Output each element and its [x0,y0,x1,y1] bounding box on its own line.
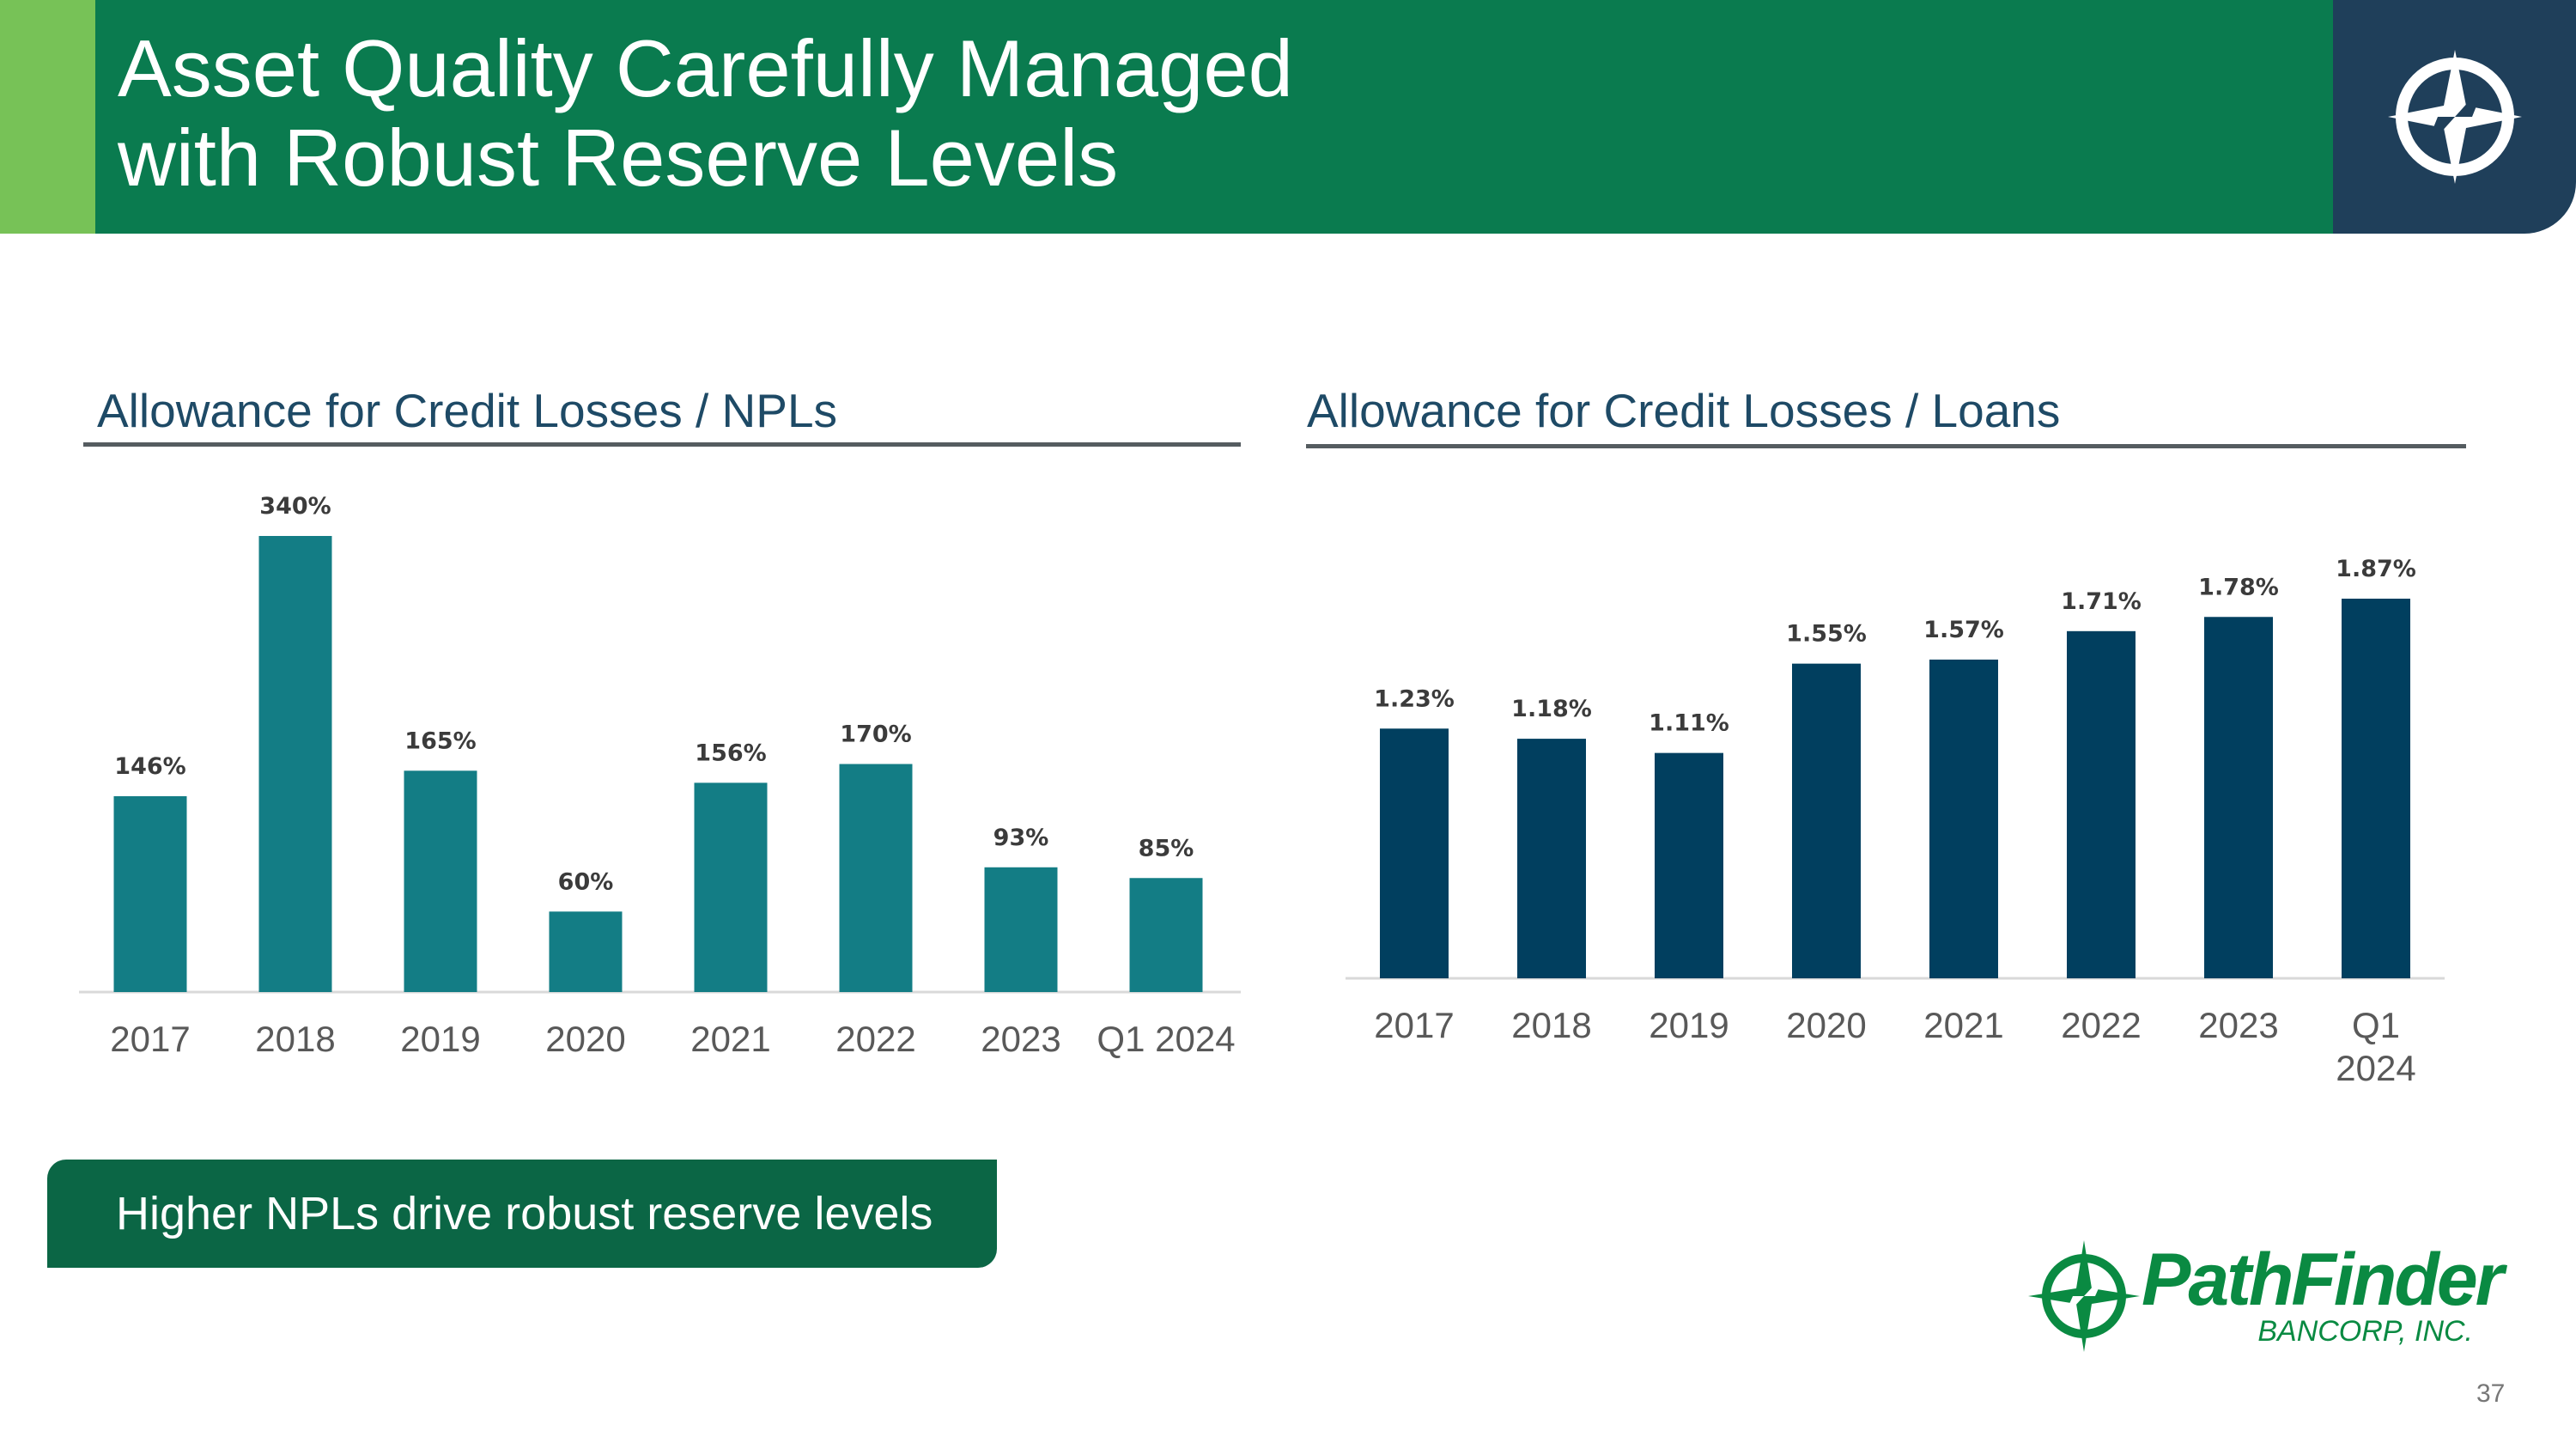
bar-2017 [1380,728,1449,978]
page-number: 37 [2476,1379,2506,1408]
bar-value-label: 60% [558,868,614,895]
x-tick-label: 2023 [2198,1005,2278,1045]
bar-value-label: 1.18% [1511,696,1592,722]
brand-logo: PathFinder BANCORP, INC. [2026,1237,2504,1366]
x-tick-label: 2019 [1649,1005,1728,1045]
bar-2020 [1792,663,1861,978]
x-tick-label: Q1 [2352,1005,2400,1045]
header-logo [2333,0,2576,234]
bar-2023 [2204,617,2273,978]
loans-chart-title: Allowance for Credit Losses / Loans [1307,384,2061,437]
bar-value-label: 93% [993,825,1049,851]
bar-2018 [1517,739,1586,978]
brand-name: PathFinder [2142,1239,2504,1321]
bar-value-label: 170% [840,721,911,748]
bar-2022 [2067,630,2136,978]
bar-value-label: 146% [114,753,185,780]
x-tick-label: 2017 [110,1019,190,1059]
x-tick-label: 2024 [2336,1048,2415,1088]
x-tick-label: 2022 [835,1019,915,1059]
x-tick-label: Q1 2024 [1097,1019,1235,1059]
bar-2020 [549,911,623,992]
bar-value-label: 156% [695,740,766,766]
x-tick-label: 2020 [1786,1005,1866,1045]
bar-2023 [984,867,1058,992]
page-title: Asset Quality Carefully Managed with Rob… [118,24,1293,203]
x-tick-label: 2020 [545,1019,625,1059]
bar-2019 [1655,752,1723,978]
x-tick-label: 2021 [1923,1005,2003,1045]
x-tick-label: 2021 [690,1019,770,1059]
bar-value-label: 1.71% [2061,588,2142,615]
bar-value-label: 1.55% [1786,621,1867,648]
bar-value-label: 1.78% [2198,574,2279,600]
header-bar [95,0,2333,234]
compass-star-icon [2028,1240,2140,1352]
x-tick-label: 2018 [1511,1005,1591,1045]
x-tick-label: 2022 [2061,1005,2141,1045]
bar-value-label: 1.23% [1374,685,1455,712]
npl-chart-rule [83,442,1241,447]
bar-2021 [1929,659,1998,978]
title-line-2: with Robust Reserve Levels [118,113,1119,203]
loans-chart-rule [1306,444,2466,448]
bar-value-label: 1.11% [1649,710,1729,737]
bar-q1-2024 [2342,599,2410,978]
brand-subtitle: BANCORP, INC. [2257,1315,2473,1348]
bar-q1-2024 [1129,878,1203,992]
compass-star-icon [2388,50,2522,184]
bar-value-label: 165% [404,728,476,754]
bar-value-label: 1.57% [1923,617,2004,643]
bar-value-label: 85% [1139,835,1194,861]
bar-2019 [404,770,477,992]
header-accent [0,0,95,234]
bar-2017 [113,795,187,992]
bar-value-label: 340% [259,493,331,520]
bar-value-label: 1.87% [2336,556,2416,582]
callout-banner: Higher NPLs drive robust reserve levels [47,1160,997,1268]
npl-chart-title: Allowance for Credit Losses / NPLs [97,384,838,437]
x-tick-label: 2019 [400,1019,480,1059]
x-tick-label: 2017 [1374,1005,1454,1045]
x-tick-label: 2018 [255,1019,335,1059]
bar-2021 [694,782,768,992]
bar-2022 [839,764,913,992]
bar-2018 [258,536,332,992]
title-line-1: Asset Quality Carefully Managed [118,23,1293,113]
x-tick-label: 2023 [981,1019,1060,1059]
